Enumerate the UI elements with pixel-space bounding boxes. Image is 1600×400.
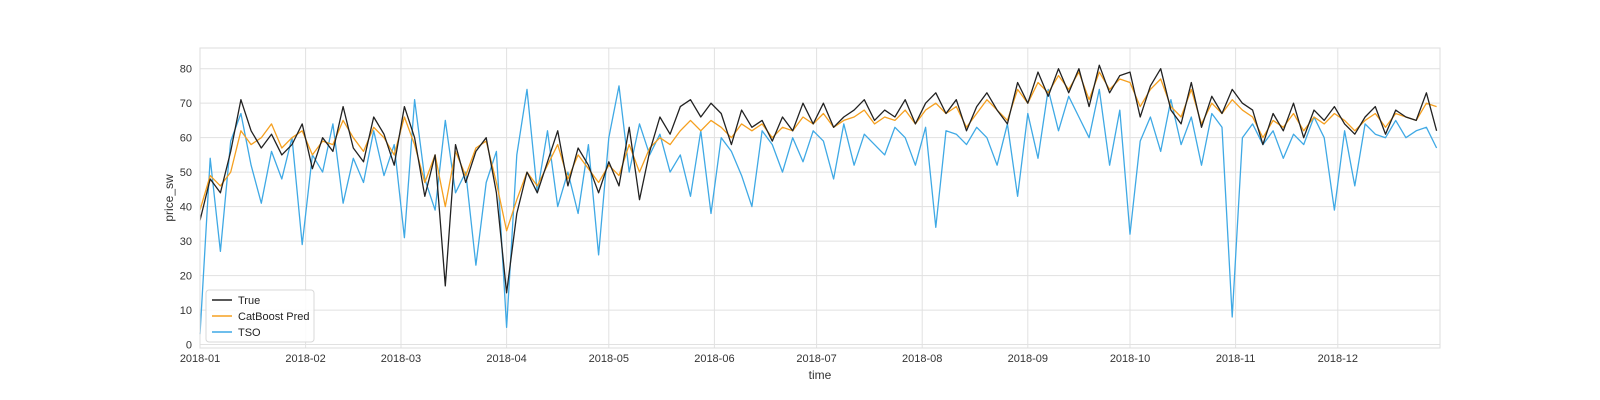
x-tick-label: 2018-10 [1110,353,1150,365]
x-axis-label: time [809,368,832,382]
series-lines [199,64,1438,335]
y-tick-label: 50 [180,167,192,179]
y-axis-label: price_sw [162,174,176,222]
y-tick-label: 0 [186,340,192,352]
x-tick-label: 2018-05 [589,353,629,365]
y-tick-labels: 0 10 20 30 40 50 60 70 80 [180,64,192,352]
legend-label-tso: TSO [238,327,261,339]
x-tick-label: 2018-08 [902,353,942,365]
x-tick-label: 2018-03 [381,353,421,365]
legend-label-true: True [238,295,260,307]
y-tick-label: 40 [180,202,192,214]
x-tick-label: 2018-01 [180,353,220,365]
x-tick-label: 2018-11 [1216,353,1256,365]
y-tick-label: 30 [180,236,192,248]
x-tick-label: 2018-06 [694,353,734,365]
series-line-true [199,64,1438,294]
x-tick-label: 2018-09 [1008,353,1048,365]
plot-frame [199,47,1441,349]
x-tick-label: 2018-02 [285,353,325,365]
x-tick-label: 2018-12 [1318,353,1358,365]
series-line-catboost-pred [199,71,1437,232]
legend-box [205,289,315,343]
grid [199,48,1440,348]
legend: True CatBoost Pred TSO [205,289,315,343]
legend-label-catboost-pred: CatBoost Pred [238,311,310,323]
x-tick-label: 2018-07 [796,353,836,365]
x-tick-label: 2018-04 [486,353,526,365]
y-tick-label: 10 [180,305,192,317]
y-tick-label: 20 [180,271,192,283]
y-tick-label: 80 [180,64,192,76]
series-line-tso [199,85,1438,335]
y-tick-label: 70 [180,98,192,110]
x-tick-labels: 2018-01 2018-02 2018-03 2018-04 2018-05 2018-… [180,353,1358,365]
y-tick-label: 60 [180,133,192,145]
plot-area [200,48,1440,348]
